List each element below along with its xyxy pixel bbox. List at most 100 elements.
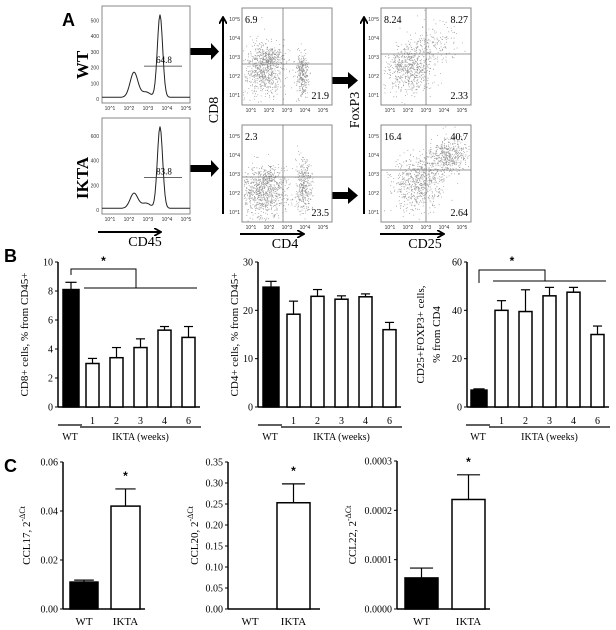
histogram-curve: [102, 14, 190, 98]
x-category-label: 1: [90, 416, 95, 427]
dotplot-y-tick: 10^4: [368, 153, 379, 159]
quadrant-upper-left-percent: 2.3: [245, 132, 258, 143]
quadrant-lower-right-percent: 21.9: [312, 91, 330, 102]
y-tick-label: 60: [452, 258, 462, 269]
quadrant-upper-right-percent: 8.27: [451, 15, 469, 26]
x-category-label: IKTA: [113, 616, 138, 628]
arrow-ikta-to-foxp3: [323, 187, 358, 204]
y-axis-label-text: CD25+FOXP3+ cells,: [415, 285, 427, 383]
histogram-y-tick: 300: [91, 50, 100, 56]
y-tick-label: 0.0001: [365, 555, 393, 566]
dotplot-x-tick: 10^5: [318, 225, 329, 231]
bar-3: [334, 298, 349, 408]
dotplot-y-tick: 10^4: [368, 36, 379, 42]
dotplot-x-tick: 10^5: [318, 108, 329, 114]
y-tick-label: 20: [243, 306, 253, 317]
y-tick-label: 0.0003: [365, 457, 393, 468]
dotplot-x-tick: 10^1: [246, 225, 257, 231]
histogram-x-tick: 10^4: [162, 217, 173, 223]
y-axis-label: CD25+FOXP3+ cells,: [415, 285, 427, 383]
bar-3: [542, 295, 557, 408]
dotplot-x-tick: 10^4: [300, 225, 311, 231]
bar-chart-4: 0.00 0.02 0.04 0.06 CCL17, 2-ΔCt WT IKTA *: [18, 458, 145, 628]
significance-marker: *: [510, 254, 515, 268]
y-axis-label: CCL20, 2-ΔCt: [186, 505, 201, 565]
panel-label-a: A: [62, 10, 75, 30]
dotplot-events: [384, 126, 470, 220]
cd8-axis-label: CD8: [207, 97, 222, 123]
x-category-label: IKTA: [456, 616, 481, 628]
histogram-x-tick: 10^5: [181, 106, 192, 112]
y-axis-label-text: CCL22, 2: [347, 521, 359, 564]
bar-1: [286, 313, 301, 408]
wt-group-label: WT: [262, 432, 278, 443]
cd25-axis-label: CD25: [408, 237, 441, 252]
dotplot-y-tick: 10^3: [368, 172, 379, 178]
significance-marker: *: [466, 455, 471, 469]
dotplot-y-tick: 10^3: [229, 172, 240, 178]
quadrant-upper-right-percent: 40.7: [451, 132, 469, 143]
bar-6: [590, 333, 605, 408]
x-category-label: WT: [75, 616, 92, 628]
y-axis-label-text: CCL17, 2: [21, 521, 33, 564]
row-label-wt: WT: [73, 50, 92, 79]
y-axis-label: CD8+ cells, % from CD45+: [19, 273, 31, 397]
y-tick-label: 0.20: [206, 521, 224, 532]
dotplot-x-tick: 10^3: [282, 225, 293, 231]
bar-6: [181, 336, 196, 408]
arrow-wt-to-foxp3: [323, 72, 358, 89]
histogram-x-tick: 10^3: [143, 106, 154, 112]
histogram-y-tick: 0: [96, 208, 99, 214]
dotplot-frame: [241, 124, 333, 223]
dotplot-y-tick: 10^2: [368, 74, 379, 80]
y-tick-label: 0.35: [206, 458, 224, 469]
ikta-group-label: IKTA (weeks): [112, 432, 169, 443]
bar-1: [494, 309, 509, 408]
y-tick-label: 0.00: [206, 605, 224, 616]
x-category-label: WT: [241, 616, 258, 628]
x-category-label: 3: [138, 416, 143, 427]
bar-4: [358, 296, 373, 408]
cd8-cd4-dotplot-ikta: 10^1 10^1 10^2 10^2 10^3 10^3 10^4 10^4 10^5 10^5…: [229, 124, 333, 231]
bar-4: [157, 329, 172, 408]
bar-2: [310, 295, 325, 408]
dotplot-x-tick: 10^3: [421, 108, 432, 114]
y-tick-label: 0.04: [41, 507, 59, 518]
bar-chart-1: 0 2 4 6 8 10 CD8+ cells, % from CD45+ 1 2 3 4 6 WT IK…: [19, 254, 201, 443]
histogram-x-tick: 10^3: [143, 217, 154, 223]
x-category-label: 1: [291, 416, 296, 427]
x-category-label: 6: [595, 416, 600, 427]
dotplot-y-tick: 10^5: [229, 134, 240, 140]
dotplot-x-tick: 10^4: [439, 225, 450, 231]
foxp3-cd25-dotplot-wt: 10^1 10^1 10^2 10^2 10^3 10^3 10^4 10^4 10^5 10^5…: [368, 7, 472, 114]
bar-wt: [404, 577, 439, 610]
y-axis-label: CD4+ cells, % from CD45+: [229, 273, 241, 397]
y-tick-label: 2: [48, 374, 53, 385]
bar-ikta: [110, 505, 141, 610]
y-tick-label: 0.0000: [365, 605, 393, 616]
dotplot-y-tick: 10^5: [368, 134, 379, 140]
dotplot-x-tick: 10^1: [385, 108, 396, 114]
x-category-label: 2: [523, 416, 528, 427]
histogram-y-tick: 400: [91, 34, 100, 40]
dotplot-y-tick: 10^1: [368, 210, 379, 216]
bar-2: [518, 310, 533, 408]
y-tick-label: 0: [248, 403, 253, 414]
y-tick-label: 0: [457, 403, 462, 414]
bar-wt: [69, 581, 99, 610]
y-tick-label: 0.10: [206, 563, 224, 574]
x-category-label: 3: [339, 416, 344, 427]
x-category-label: WT: [413, 616, 430, 628]
dotplot-x-tick: 10^2: [264, 225, 275, 231]
histogram-y-tick: 600: [91, 134, 100, 140]
significance-marker: *: [101, 254, 106, 268]
x-category-label: 6: [186, 416, 191, 427]
dotplot-y-tick: 10^1: [229, 93, 240, 99]
dotplot-x-tick: 10^4: [300, 108, 311, 114]
y-axis-label-text: CCL20, 2: [189, 521, 201, 564]
x-category-label: 4: [162, 416, 167, 427]
dotplot-y-tick: 10^3: [368, 55, 379, 61]
bar-wt: [62, 288, 80, 408]
histogram-x-tick: 10^1: [105, 217, 116, 223]
